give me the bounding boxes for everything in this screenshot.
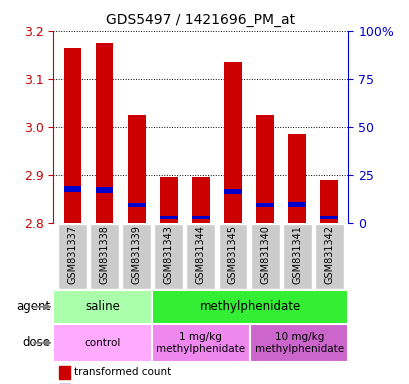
Bar xyxy=(53,290,151,324)
FancyBboxPatch shape xyxy=(154,224,183,289)
FancyBboxPatch shape xyxy=(186,224,215,289)
Text: GSM831337: GSM831337 xyxy=(67,225,77,285)
Bar xyxy=(320,215,337,219)
Text: GSM831342: GSM831342 xyxy=(324,225,333,285)
FancyBboxPatch shape xyxy=(250,224,279,289)
FancyBboxPatch shape xyxy=(122,224,151,289)
Text: transformed count: transformed count xyxy=(74,367,171,377)
Bar xyxy=(224,189,241,194)
FancyBboxPatch shape xyxy=(282,224,311,289)
Text: GSM831343: GSM831343 xyxy=(164,225,173,284)
Bar xyxy=(191,215,209,219)
Bar xyxy=(249,324,348,362)
Bar xyxy=(63,48,81,223)
Text: GSM831341: GSM831341 xyxy=(292,225,301,284)
Bar xyxy=(256,115,273,223)
Bar xyxy=(160,215,177,219)
Text: saline: saline xyxy=(85,300,120,313)
Bar xyxy=(288,134,305,223)
Bar xyxy=(128,203,145,207)
FancyBboxPatch shape xyxy=(90,224,119,289)
Bar xyxy=(151,324,249,362)
Bar xyxy=(59,366,70,379)
Text: 1 mg/kg
methylphenidate: 1 mg/kg methylphenidate xyxy=(156,332,245,354)
Text: methylphenidate: methylphenidate xyxy=(199,300,300,313)
Bar xyxy=(320,180,337,223)
Text: dose: dose xyxy=(22,336,50,349)
Text: agent: agent xyxy=(16,300,50,313)
Bar xyxy=(53,324,151,362)
Text: GSM831339: GSM831339 xyxy=(131,225,142,284)
Bar xyxy=(128,115,145,223)
Bar xyxy=(256,203,273,207)
Bar xyxy=(63,186,81,192)
FancyBboxPatch shape xyxy=(58,224,87,289)
Bar xyxy=(96,187,113,193)
FancyBboxPatch shape xyxy=(218,224,247,289)
Text: GSM831344: GSM831344 xyxy=(196,225,205,284)
Text: GSM831340: GSM831340 xyxy=(259,225,270,284)
FancyBboxPatch shape xyxy=(314,224,343,289)
Bar xyxy=(96,43,113,223)
Text: GSM831338: GSM831338 xyxy=(99,225,109,284)
Bar xyxy=(191,177,209,223)
Bar xyxy=(224,62,241,223)
Bar xyxy=(151,290,348,324)
Text: GSM831345: GSM831345 xyxy=(227,225,237,285)
Bar xyxy=(288,202,305,207)
Text: control: control xyxy=(84,338,120,348)
Text: 10 mg/kg
methylphenidate: 10 mg/kg methylphenidate xyxy=(254,332,343,354)
Bar xyxy=(160,177,177,223)
Title: GDS5497 / 1421696_PM_at: GDS5497 / 1421696_PM_at xyxy=(106,13,295,27)
